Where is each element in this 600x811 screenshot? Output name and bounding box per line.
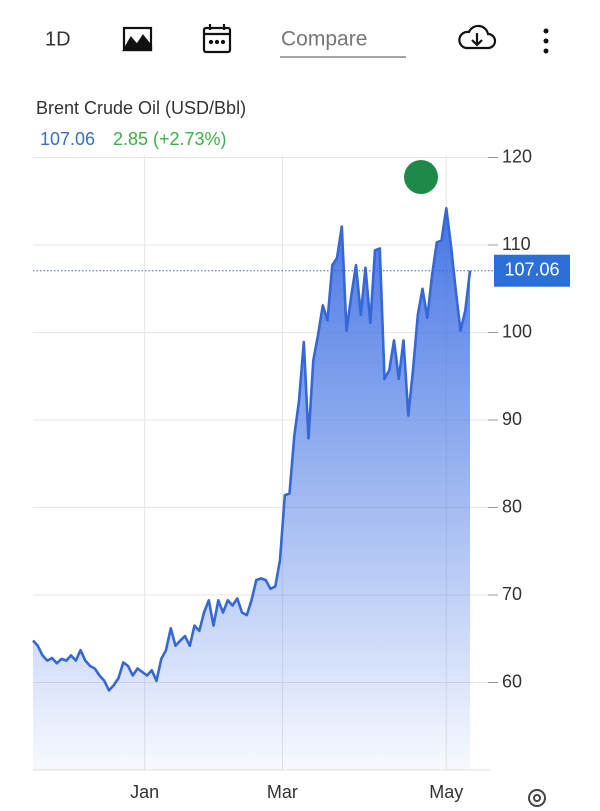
price-change-percent: (+2.73%) <box>153 129 227 149</box>
download-icon[interactable] <box>458 24 497 50</box>
y-tick-label: 70 <box>502 584 522 604</box>
interval-button[interactable]: 1D <box>45 28 71 50</box>
price-line <box>32 207 472 692</box>
y-tick-label: 100 <box>502 321 532 341</box>
last-price-label: 107.06 <box>504 259 559 279</box>
area-fill <box>33 208 470 771</box>
chart-type-icon[interactable] <box>122 26 153 52</box>
y-tick-label: 90 <box>502 409 522 429</box>
x-tick-label: Mar <box>267 782 298 802</box>
price-change: 2.85 <box>113 129 148 149</box>
menu-icon[interactable] <box>543 28 549 54</box>
x-tick-label: May <box>429 782 463 802</box>
x-tick-label: Jan <box>130 782 159 802</box>
y-tick-label: 60 <box>502 671 522 691</box>
settings-icon[interactable] <box>528 789 546 807</box>
y-tick-label: 110 <box>502 234 531 254</box>
compare-input[interactable]: Compare <box>281 28 367 51</box>
chart-title: Brent Crude Oil (USD/Bbl) <box>36 98 246 118</box>
y-tick-label: 120 <box>502 146 532 166</box>
last-price-box <box>494 254 570 287</box>
last-price: 107.06 <box>40 129 95 149</box>
y-tick-label: 80 <box>502 496 522 516</box>
calendar-icon[interactable] <box>202 24 232 54</box>
watermark-logo <box>404 160 438 194</box>
